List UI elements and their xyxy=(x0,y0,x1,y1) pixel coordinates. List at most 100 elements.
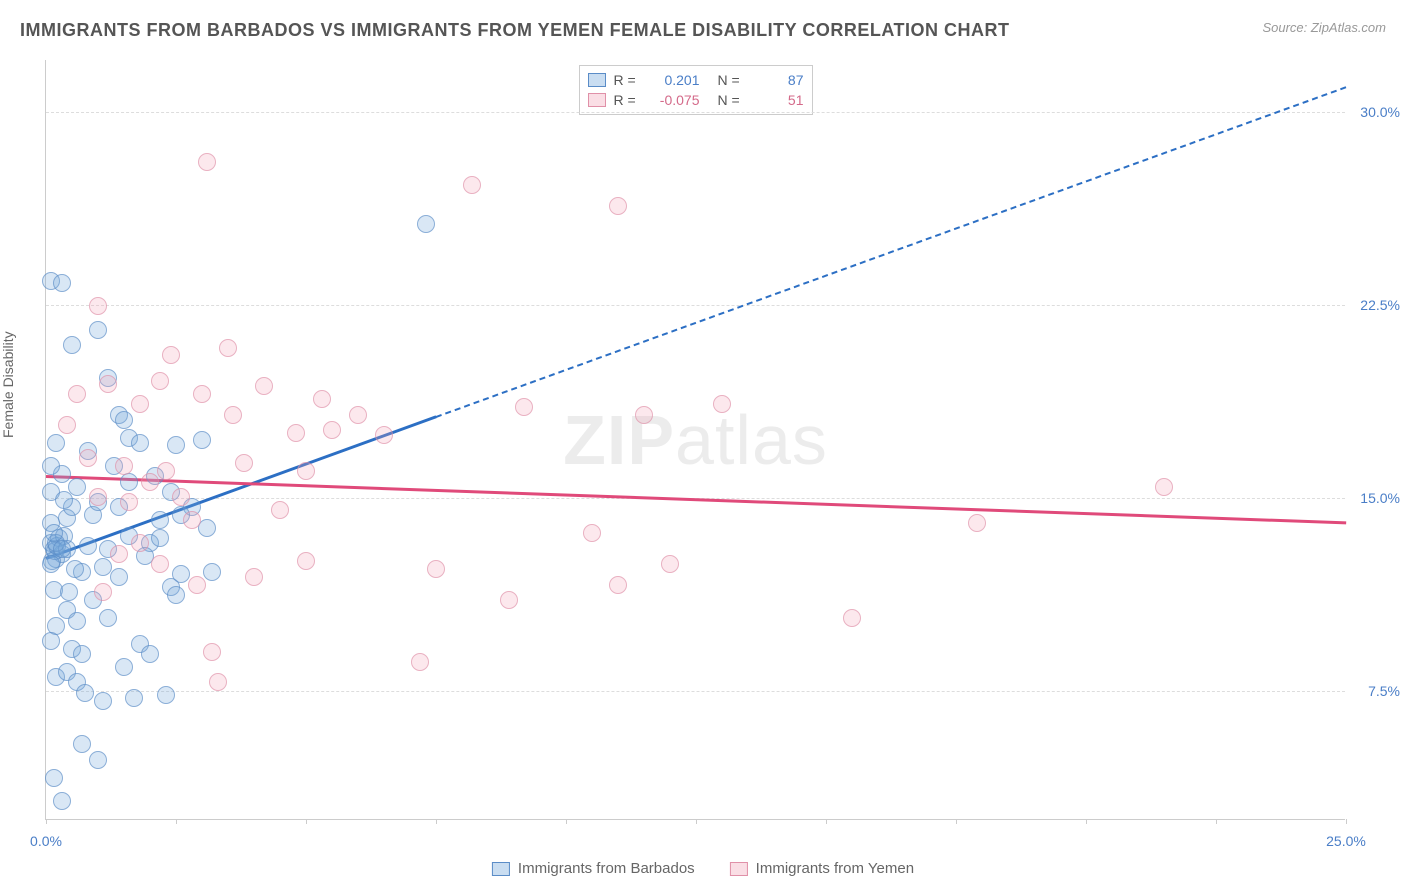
data-point xyxy=(131,534,149,552)
x-tick xyxy=(1346,819,1347,824)
data-point xyxy=(203,643,221,661)
data-point xyxy=(463,176,481,194)
trend-line xyxy=(436,86,1347,418)
r-value: -0.075 xyxy=(650,92,700,108)
data-point xyxy=(94,558,112,576)
data-point xyxy=(120,473,138,491)
legend-swatch xyxy=(730,862,748,876)
x-tick xyxy=(1216,819,1217,824)
y-axis-label: Female Disability xyxy=(0,331,16,438)
y-tick-label: 22.5% xyxy=(1350,297,1400,313)
n-value: 87 xyxy=(754,72,804,88)
data-point xyxy=(151,511,169,529)
data-point xyxy=(68,612,86,630)
data-point xyxy=(162,346,180,364)
trend-line xyxy=(46,475,1346,524)
x-tick xyxy=(826,819,827,824)
data-point xyxy=(115,658,133,676)
x-tick-label: 25.0% xyxy=(1326,833,1366,849)
data-point xyxy=(1155,478,1173,496)
gridline xyxy=(46,305,1345,306)
x-tick xyxy=(436,819,437,824)
watermark: ZIPatlas xyxy=(563,400,828,480)
data-point xyxy=(94,583,112,601)
data-point xyxy=(53,792,71,810)
source-attribution: Source: ZipAtlas.com xyxy=(1262,20,1386,35)
data-point xyxy=(42,555,60,573)
data-point xyxy=(131,434,149,452)
data-point xyxy=(151,555,169,573)
data-point xyxy=(110,568,128,586)
data-point xyxy=(73,645,91,663)
data-point xyxy=(58,416,76,434)
data-point xyxy=(79,537,97,555)
x-tick xyxy=(306,819,307,824)
data-point xyxy=(198,519,216,537)
x-tick xyxy=(176,819,177,824)
x-tick-label: 0.0% xyxy=(30,833,62,849)
data-point xyxy=(411,653,429,671)
n-label: N = xyxy=(718,72,746,88)
n-value: 51 xyxy=(754,92,804,108)
r-label: R = xyxy=(614,92,642,108)
data-point xyxy=(167,436,185,454)
data-point xyxy=(115,411,133,429)
data-point xyxy=(125,689,143,707)
data-point xyxy=(45,769,63,787)
data-point xyxy=(323,421,341,439)
data-point xyxy=(349,406,367,424)
data-point xyxy=(157,686,175,704)
series-legend: Immigrants from Barbados Immigrants from … xyxy=(492,860,914,877)
chart-header: IMMIGRANTS FROM BARBADOS VS IMMIGRANTS F… xyxy=(20,20,1386,41)
data-point xyxy=(120,493,138,511)
data-point xyxy=(99,375,117,393)
data-point xyxy=(255,377,273,395)
chart-title: IMMIGRANTS FROM BARBADOS VS IMMIGRANTS F… xyxy=(20,20,1010,41)
data-point xyxy=(287,424,305,442)
data-point xyxy=(89,488,107,506)
data-point xyxy=(89,297,107,315)
stats-legend: R = 0.201 N = 87 R = -0.075 N = 51 xyxy=(579,65,813,115)
data-point xyxy=(73,735,91,753)
stats-row: R = 0.201 N = 87 xyxy=(588,70,804,90)
data-point xyxy=(63,336,81,354)
legend-label: Immigrants from Yemen xyxy=(756,860,914,877)
legend-item: Immigrants from Yemen xyxy=(730,860,914,877)
data-point xyxy=(55,491,73,509)
data-point xyxy=(42,632,60,650)
x-tick xyxy=(696,819,697,824)
data-point xyxy=(427,560,445,578)
y-tick-label: 30.0% xyxy=(1350,104,1400,120)
data-point xyxy=(713,395,731,413)
data-point xyxy=(141,645,159,663)
data-point xyxy=(45,524,63,542)
data-point xyxy=(417,215,435,233)
scatter-chart: ZIPatlas R =0.201N =87R =-0.075N =51 7.5… xyxy=(45,60,1345,820)
data-point xyxy=(188,576,206,594)
r-value: 0.201 xyxy=(650,72,700,88)
data-point xyxy=(515,398,533,416)
data-point xyxy=(60,583,78,601)
gridline xyxy=(46,691,1345,692)
x-tick xyxy=(956,819,957,824)
data-point xyxy=(79,449,97,467)
data-point xyxy=(297,552,315,570)
n-label: N = xyxy=(718,92,746,108)
data-point xyxy=(224,406,242,424)
data-point xyxy=(609,197,627,215)
stats-row: R = -0.075 N = 51 xyxy=(588,90,804,110)
data-point xyxy=(68,385,86,403)
data-point xyxy=(76,684,94,702)
legend-item: Immigrants from Barbados xyxy=(492,860,695,877)
data-point xyxy=(661,555,679,573)
data-point xyxy=(203,563,221,581)
data-point xyxy=(245,568,263,586)
x-tick xyxy=(1086,819,1087,824)
legend-swatch xyxy=(492,862,510,876)
data-point xyxy=(151,529,169,547)
data-point xyxy=(172,488,190,506)
data-point xyxy=(157,462,175,480)
data-point xyxy=(47,434,65,452)
data-point xyxy=(183,511,201,529)
r-label: R = xyxy=(614,72,642,88)
